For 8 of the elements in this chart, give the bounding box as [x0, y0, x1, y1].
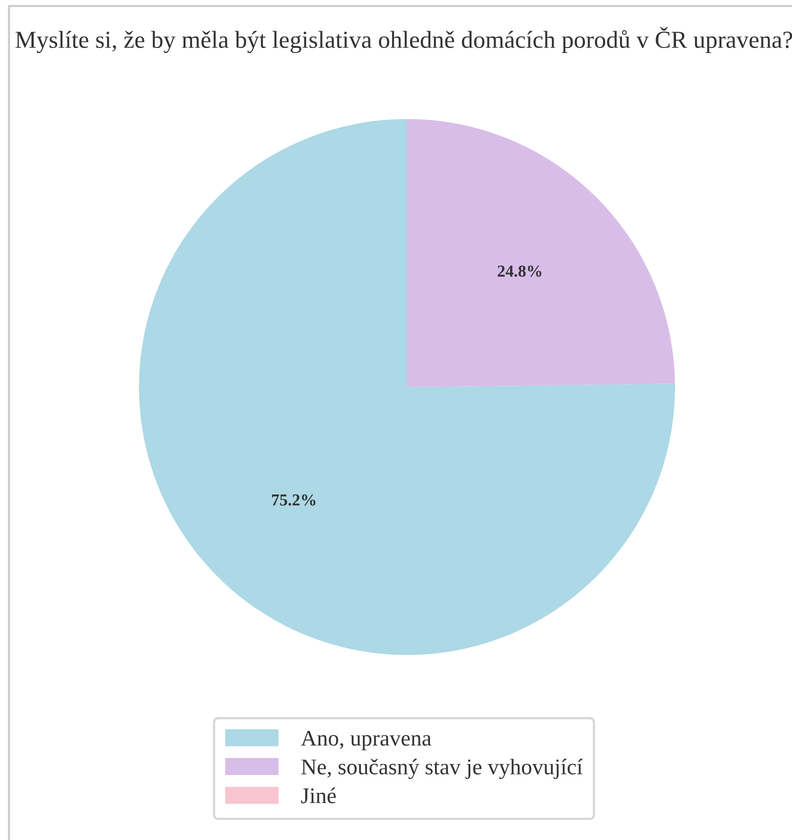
data-label: 75.2% — [272, 494, 316, 506]
pie-slice — [139, 119, 675, 655]
legend-label: Jiné — [301, 788, 336, 804]
chart-title: Myslíte si, že by měla být legislativa ohledně domácích porodů v ČR upravena? — [16, 26, 792, 54]
legend-label: Ano, upravena — [300, 730, 432, 750]
data-label: 24.8% — [498, 266, 542, 277]
pie-slice — [407, 119, 675, 387]
legend-label: Ne, současný stav je vyhovující — [301, 758, 583, 780]
